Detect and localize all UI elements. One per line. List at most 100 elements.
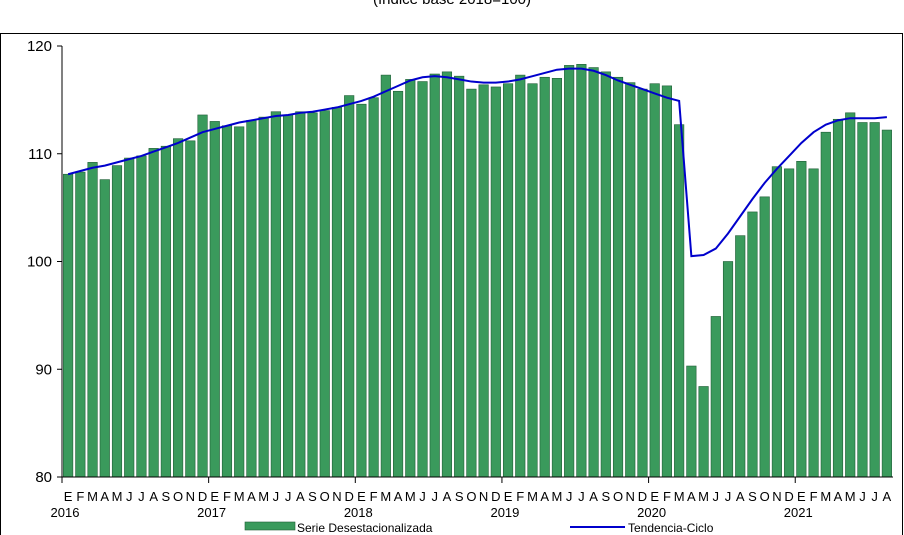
- bar: [417, 81, 428, 478]
- x-tick-label: S: [601, 489, 610, 504]
- year-label: 2021: [784, 505, 813, 520]
- bar: [344, 95, 355, 478]
- x-tick-label: O: [466, 489, 476, 504]
- x-tick-label: M: [380, 489, 391, 504]
- y-tick-label: 80: [35, 469, 52, 486]
- y-tick-label: 90: [35, 361, 52, 378]
- x-tick-label: J: [713, 489, 720, 504]
- x-tick-label: M: [112, 489, 123, 504]
- x-tick-label: M: [527, 489, 538, 504]
- trend-line: [67, 67, 887, 258]
- bar: [722, 261, 734, 478]
- bar: [759, 196, 770, 478]
- x-tick-label: F: [516, 489, 524, 504]
- bar: [515, 74, 526, 478]
- x-tick-label: A: [443, 489, 452, 504]
- bar: [148, 148, 159, 478]
- bar: [784, 168, 795, 478]
- x-tick-label: F: [370, 489, 378, 504]
- x-tick-label: E: [504, 489, 513, 504]
- x-tick-label: M: [258, 489, 269, 504]
- x-tick-label: E: [210, 489, 219, 504]
- bar: [869, 122, 880, 478]
- bar: [429, 73, 440, 478]
- x-tick-label: M: [698, 489, 709, 504]
- x-tick-label: F: [223, 489, 231, 504]
- bar: [209, 121, 220, 478]
- bar: [454, 75, 465, 478]
- bar: [356, 103, 367, 478]
- x-tick-label: D: [784, 489, 793, 504]
- x-tick-label: O: [613, 489, 623, 504]
- bar: [478, 84, 489, 478]
- x-tick-label: M: [820, 489, 831, 504]
- bar: [405, 79, 416, 478]
- bar: [160, 145, 171, 478]
- year-label: 2020: [637, 505, 666, 520]
- x-tick-label: A: [540, 489, 549, 504]
- x-tick-label: J: [578, 489, 585, 504]
- x-tick-label: N: [479, 489, 488, 504]
- bar: [661, 85, 672, 478]
- bar: [771, 166, 782, 478]
- bar: [600, 71, 611, 478]
- x-tick-label: M: [405, 489, 416, 504]
- bar: [246, 120, 257, 478]
- bar: [539, 76, 550, 478]
- x-tick-label: J: [871, 489, 878, 504]
- legend-swatch: [244, 521, 296, 531]
- x-tick-label: O: [760, 489, 770, 504]
- bar: [698, 386, 709, 478]
- x-tick-label: J: [431, 489, 438, 504]
- x-tick-label: M: [845, 489, 856, 504]
- x-tick-label: D: [198, 489, 207, 504]
- x-tick-label: S: [748, 489, 757, 504]
- bar: [87, 162, 98, 478]
- x-tick-label: A: [100, 489, 109, 504]
- bar: [612, 76, 624, 478]
- x-tick-label: M: [234, 489, 245, 504]
- bar: [686, 365, 697, 478]
- x-tick-label: J: [138, 489, 145, 504]
- year-label: 2017: [197, 505, 226, 520]
- x-tick-label: D: [491, 489, 500, 504]
- x-tick-label: F: [810, 489, 818, 504]
- x-tick-label: A: [687, 489, 696, 504]
- bar: [111, 165, 123, 478]
- chart-subtitle: (índice base 2018=100): [373, 0, 531, 8]
- bar: [808, 168, 819, 478]
- bar: [124, 157, 135, 478]
- bar: [258, 116, 269, 478]
- x-tick-label: N: [626, 489, 635, 504]
- bar: [63, 173, 74, 478]
- bar: [735, 235, 746, 478]
- y-tick-label: 100: [27, 254, 52, 271]
- bar: [197, 114, 208, 478]
- bar: [649, 83, 660, 478]
- bar: [527, 83, 538, 478]
- x-tick-label: J: [566, 489, 573, 504]
- bar: [221, 125, 233, 478]
- bar: [393, 90, 404, 478]
- x-tick-label: J: [285, 489, 292, 504]
- bar: [832, 118, 844, 478]
- bar: [564, 65, 575, 478]
- x-tick-label: M: [87, 489, 98, 504]
- bar: [319, 110, 330, 478]
- x-tick-label: A: [247, 489, 256, 504]
- bar: [796, 160, 807, 478]
- x-tick-label: N: [332, 489, 341, 504]
- x-tick-label: A: [394, 489, 403, 504]
- bar: [99, 179, 110, 478]
- bar: [576, 64, 587, 478]
- x-tick-label: M: [674, 489, 685, 504]
- bar: [820, 131, 831, 478]
- bar: [845, 112, 856, 478]
- year-label: 2016: [51, 505, 80, 520]
- bar: [637, 88, 648, 478]
- year-label: 2019: [490, 505, 519, 520]
- bar: [551, 78, 562, 478]
- x-tick-label: J: [859, 489, 866, 504]
- bar: [380, 74, 391, 478]
